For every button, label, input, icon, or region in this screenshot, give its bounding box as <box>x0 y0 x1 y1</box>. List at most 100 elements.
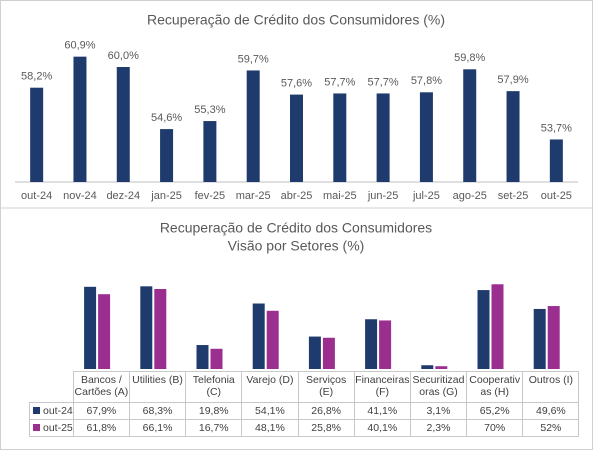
value-cell: 70% <box>466 419 524 437</box>
x-tick-label: ago-25 <box>453 190 487 202</box>
bar <box>266 310 279 369</box>
value-cell: 67,9% <box>72 402 130 420</box>
value-cell: 19,8% <box>185 402 243 420</box>
bar <box>196 345 209 369</box>
value-label: 54,6% <box>151 112 182 124</box>
bar <box>160 129 174 182</box>
value-cell: 68,3% <box>128 402 187 420</box>
x-tick-label: out-24 <box>21 190 52 202</box>
value-cell: 48,1% <box>241 419 299 437</box>
bar <box>84 286 97 369</box>
header-row: Bancos / Cartões (A) Utilities (B) Telefon… <box>30 371 580 403</box>
bar <box>549 139 563 182</box>
bar <box>290 94 303 182</box>
value-cell: 54,1% <box>241 402 299 420</box>
bar <box>140 286 153 369</box>
value-label: 55,3% <box>194 104 225 116</box>
series-row: out-25 61,8% 66,1% 16,7% 48,1% 25,8% 40,1% 2,3%… <box>29 419 580 437</box>
bar <box>246 70 260 182</box>
value-label: 60,9% <box>64 40 95 52</box>
x-tick-label: jul-25 <box>412 190 440 202</box>
value-label: 60,0% <box>108 50 139 62</box>
bar <box>477 290 490 369</box>
bar <box>154 288 167 369</box>
x-tick-label: jun-25 <box>367 190 399 202</box>
series-row: out-24 67,9% 68,3% 19,8% 54,1% 26,8% 41,1% 3,1%… <box>29 402 580 420</box>
category-label: Serviços (E) <box>297 371 355 403</box>
value-cell: 65,2% <box>466 402 524 420</box>
legend-swatch <box>33 424 40 431</box>
x-tick-label: fev-25 <box>195 190 226 202</box>
category-label: Outros (I) <box>522 371 580 403</box>
value-cell: 25,8% <box>297 419 355 437</box>
value-cell: 66,1% <box>128 419 187 437</box>
value-cell: 2,3% <box>409 419 468 437</box>
bar <box>203 121 217 182</box>
x-tick-label: out-25 <box>541 190 572 202</box>
x-tick-label: abr-25 <box>281 190 313 202</box>
data-table: Bancos / Cartões (A) Utilities (B) Telefon… <box>29 371 580 437</box>
category-label: Financeiras (F) <box>353 371 411 403</box>
x-tick-label: nov-24 <box>63 190 97 202</box>
x-tick-label: set-25 <box>498 190 529 202</box>
bar <box>210 348 223 369</box>
bar <box>547 306 560 369</box>
value-cell: 3,1% <box>409 402 468 420</box>
value-cell: 49,6% <box>522 402 580 420</box>
bar <box>116 67 130 182</box>
blank <box>30 372 74 403</box>
value-cell: 26,8% <box>297 402 355 420</box>
legend-cell: out-24 <box>29 402 74 420</box>
value-cell: 41,1% <box>353 402 411 420</box>
value-label: 59,8% <box>454 52 485 64</box>
value-cell: 40,1% <box>353 419 411 437</box>
value-label: 58,2% <box>21 71 52 83</box>
bar <box>506 91 520 182</box>
value-label: 57,7% <box>368 76 399 88</box>
bar <box>463 69 477 182</box>
bar <box>30 87 44 182</box>
legend-swatch <box>33 407 40 414</box>
bar <box>73 56 87 182</box>
category-label: Securitizadoras (G) <box>409 371 468 403</box>
bar <box>322 337 335 369</box>
category-label: Bancos / Cartões (A) <box>72 371 130 403</box>
bar <box>376 93 390 182</box>
legend-cell: out-25 <box>29 419 74 437</box>
legend-label: out-25 <box>43 422 73 434</box>
bar <box>533 308 546 369</box>
x-tick-label: mar-25 <box>236 190 271 202</box>
bar <box>365 319 378 369</box>
value-label: 57,8% <box>411 75 442 87</box>
value-label: 57,9% <box>497 74 528 86</box>
bar <box>491 284 504 369</box>
bar <box>98 294 111 369</box>
value-cell: 61,8% <box>72 419 130 437</box>
bar <box>308 336 321 369</box>
value-label: 57,6% <box>281 78 312 90</box>
bar <box>379 320 392 369</box>
legend-label: out-24 <box>43 405 73 417</box>
bar <box>435 366 448 369</box>
bar <box>252 303 265 369</box>
x-tick-label: dez-24 <box>106 190 140 202</box>
value-cell: 16,7% <box>185 419 243 437</box>
value-label: 59,7% <box>238 53 269 65</box>
value-label: 53,7% <box>541 122 572 134</box>
x-tick-label: jan-25 <box>150 190 182 202</box>
chart-subtitle: Visão por Setores (%) <box>228 238 365 254</box>
category-label: Utilities (B) <box>128 371 187 403</box>
bar <box>421 365 434 369</box>
value-label: 57,7% <box>324 76 355 88</box>
category-label: Varejo (D) <box>241 371 299 403</box>
chart-title: Recuperação de Crédito dos Consumidores … <box>147 12 445 28</box>
value-cell: 52% <box>522 419 580 437</box>
bar <box>333 93 347 182</box>
category-label: Telefonia (C) <box>185 371 243 403</box>
chart-title: Recuperação de Crédito dos Consumidores <box>160 220 432 236</box>
category-label: Cooperativas (H) <box>466 371 524 403</box>
x-tick-label: mai-25 <box>323 190 357 202</box>
bar <box>419 92 433 182</box>
